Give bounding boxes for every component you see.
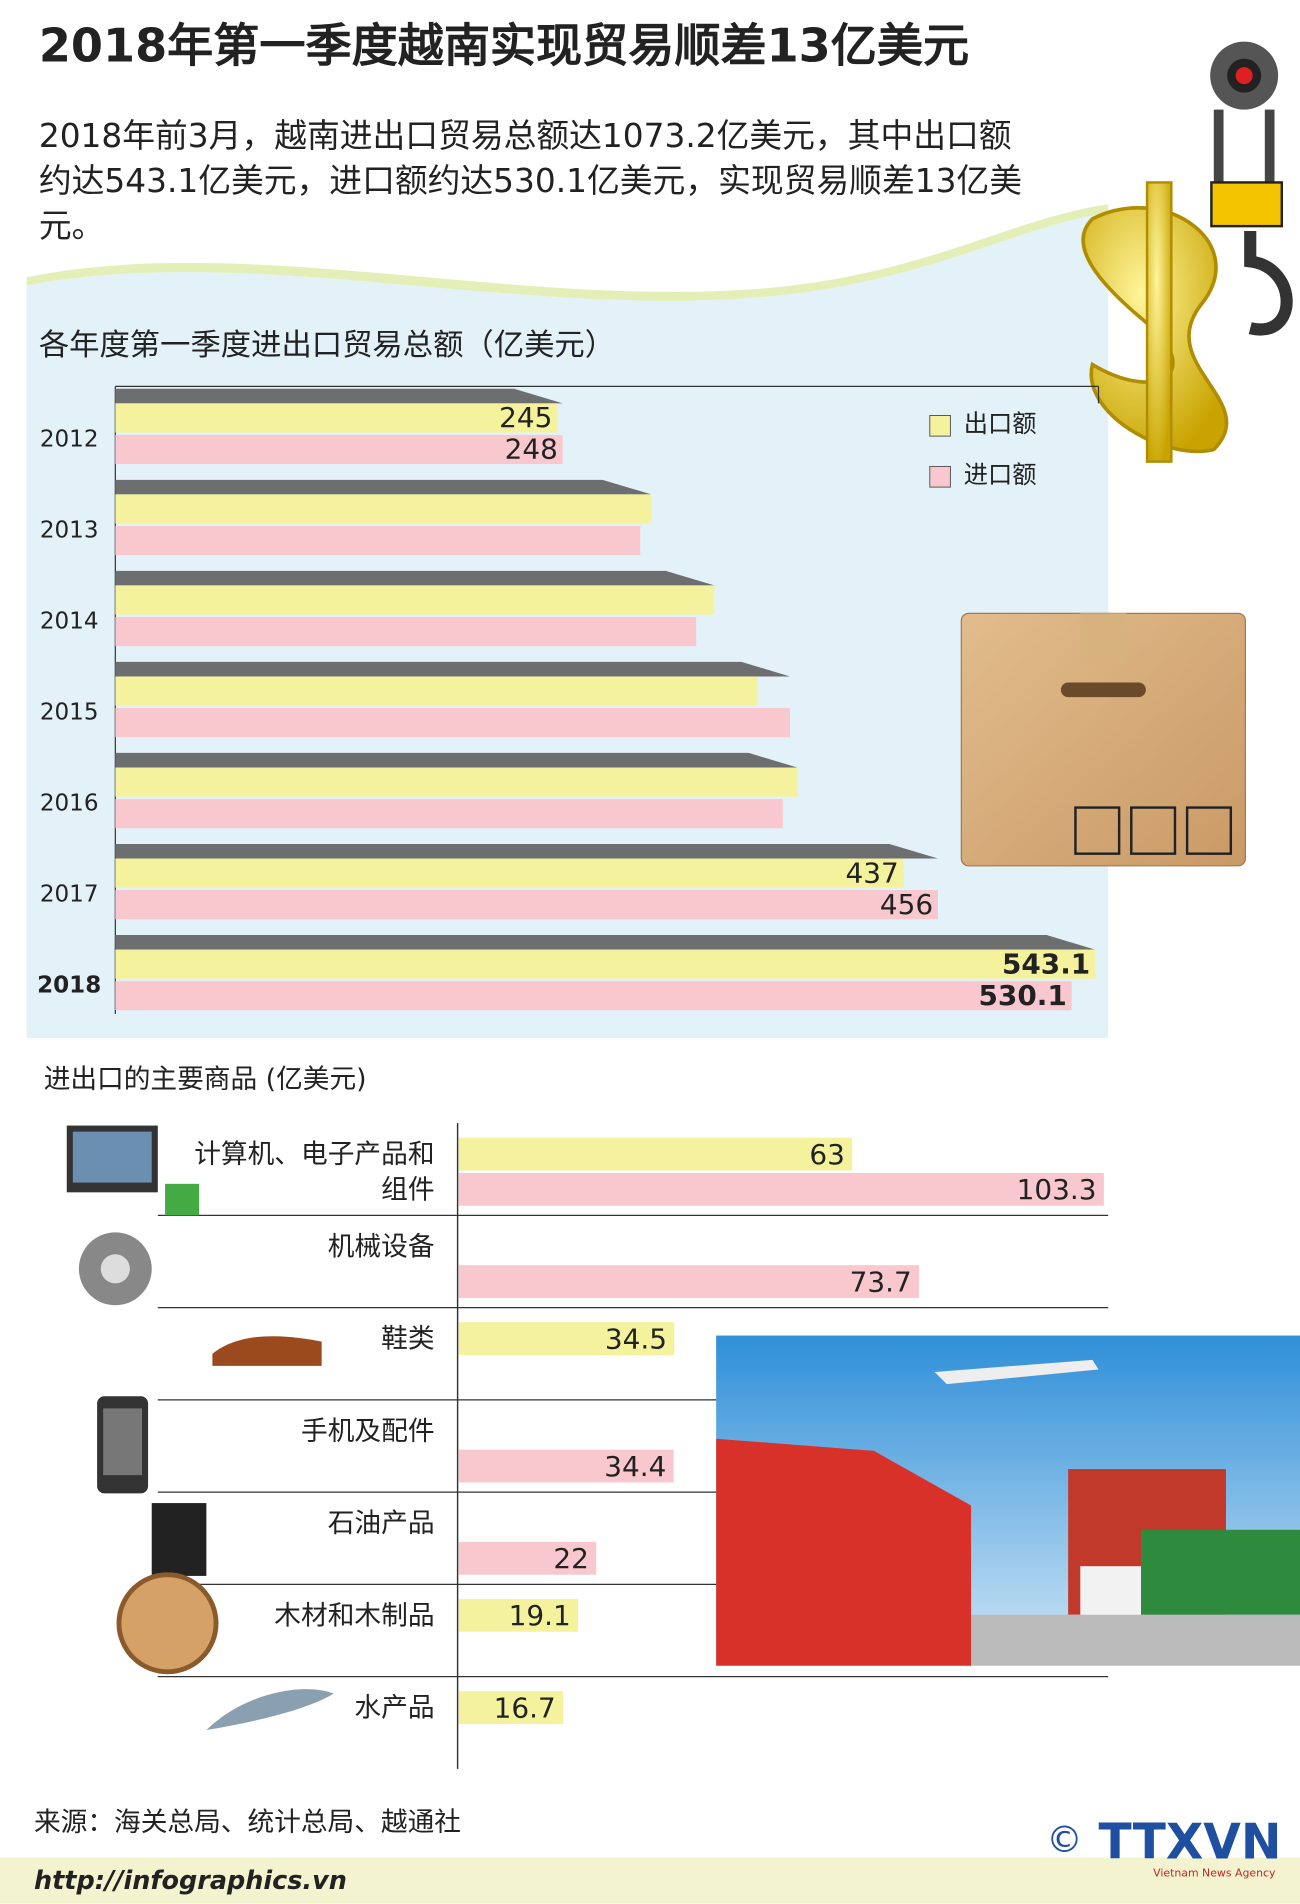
category-box: 鞋类 — [381, 1324, 435, 1355]
bar-shadow — [115, 752, 798, 768]
bar — [115, 890, 938, 920]
y-tick-label: 2014 — [40, 608, 99, 634]
bar — [115, 981, 1072, 1011]
copyright: © — [1046, 1818, 1082, 1861]
y-tick-label: 2013 — [40, 517, 99, 543]
bar — [115, 616, 697, 647]
bar — [115, 676, 758, 706]
bar-shadow — [115, 843, 938, 859]
value-label: 530.1 — [978, 979, 1066, 1012]
bar — [458, 1172, 1104, 1206]
value-label: 19.1 — [509, 1599, 571, 1632]
value-label: 543.1 — [1002, 947, 1090, 980]
legend-swatch — [929, 415, 951, 437]
value-label: 16.7 — [494, 1691, 556, 1724]
value-label: 103.3 — [1017, 1173, 1097, 1206]
category-box: 机械设备 — [327, 1232, 435, 1263]
bar — [458, 1137, 853, 1171]
bar — [458, 1691, 564, 1724]
category-box: 水产品 — [354, 1693, 435, 1724]
value-label: 34.4 — [604, 1450, 666, 1483]
bar — [115, 708, 791, 738]
bar-shadow — [115, 935, 1096, 950]
bar — [458, 1265, 920, 1298]
value-label: 34.5 — [605, 1322, 667, 1355]
product-icons — [66, 1125, 334, 1731]
bar — [115, 525, 641, 556]
bar — [115, 434, 563, 465]
value-label: 456 — [880, 888, 933, 921]
category-label: 木材和木制品 — [274, 1601, 435, 1632]
chart-title: 各年度第一季度进出口贸易总额（亿美元） — [39, 328, 615, 363]
bar-shadow — [115, 661, 791, 677]
source: 来源：海关总局、统计总局、越通社 — [34, 1807, 461, 1838]
bar-shadow — [115, 570, 715, 586]
value-label: 245 — [499, 401, 552, 434]
category-box: 手机及配件 — [301, 1416, 435, 1448]
bar — [115, 403, 558, 433]
bar — [458, 1449, 674, 1483]
bar-shadow — [115, 479, 652, 495]
bar — [115, 585, 715, 615]
page-title: 2018年第一季度越南实现贸易顺差13亿美元 — [39, 18, 969, 72]
chart-title: 进出口的主要商品 (亿美元) — [44, 1064, 367, 1095]
logo: TTXVN — [1099, 1814, 1282, 1870]
category-label: 水产品 — [354, 1693, 435, 1724]
category-label: 计算机、电子产品和组件 — [194, 1140, 435, 1206]
legend-swatch — [929, 465, 951, 488]
legend-label: 出口额 — [964, 409, 1037, 438]
category-label: 机械设备 — [327, 1232, 435, 1263]
category-box: 木材和木制品 — [274, 1601, 435, 1632]
bar — [458, 1541, 597, 1575]
url: http://infographics.vn — [34, 1866, 347, 1896]
intro-box: 2018年前3月，越南进出口贸易总额达1073.2亿美元，其中出口额约达543.… — [38, 118, 1022, 246]
bar — [115, 858, 904, 888]
value-label: 63 — [809, 1138, 845, 1171]
bar-shadow — [115, 388, 563, 404]
legend-label: 进口额 — [964, 460, 1037, 489]
photo — [716, 1335, 1300, 1666]
bar — [458, 1598, 579, 1632]
y-tick-label: 2012 — [40, 426, 99, 452]
value-label: 437 — [846, 856, 899, 889]
value-label: 248 — [505, 433, 558, 466]
agency: Vietnam News Agency — [1153, 1866, 1276, 1879]
intro: 2018年前3月，越南进出口贸易总额达1073.2亿美元，其中出口额约达543.… — [38, 118, 1022, 246]
bar — [115, 494, 652, 524]
y-tick-label: 2017 — [40, 881, 99, 907]
chart-products: 进出口的主要商品 (亿美元) 计算机、电子产品和组件 63 103.3 机械设备 73.7… — [44, 1064, 1109, 1769]
category-box: 石油产品 — [327, 1509, 435, 1540]
y-tick-label: 2015 — [40, 699, 99, 725]
value-label: 73.7 — [850, 1265, 912, 1298]
box-icon — [960, 612, 1246, 867]
bar — [115, 799, 783, 829]
bar — [115, 949, 1096, 979]
y-tick-label: 2016 — [40, 790, 99, 816]
crane-icon — [1081, 41, 1293, 463]
footer-band — [0, 1857, 1300, 1904]
category-label: 手机及配件 — [301, 1416, 435, 1448]
bar — [458, 1322, 675, 1355]
category-box: 计算机、电子产品和组件 — [194, 1140, 435, 1206]
value-label: 22 — [553, 1542, 589, 1575]
category-label: 石油产品 — [327, 1509, 435, 1540]
bar — [115, 767, 798, 797]
y-tick-label: 2018 — [37, 972, 101, 998]
category-label: 鞋类 — [381, 1324, 435, 1355]
